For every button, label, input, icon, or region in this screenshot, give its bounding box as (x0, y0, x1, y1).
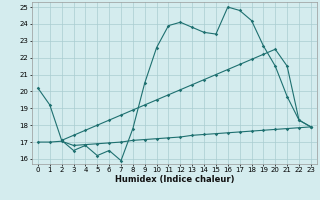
X-axis label: Humidex (Indice chaleur): Humidex (Indice chaleur) (115, 175, 234, 184)
